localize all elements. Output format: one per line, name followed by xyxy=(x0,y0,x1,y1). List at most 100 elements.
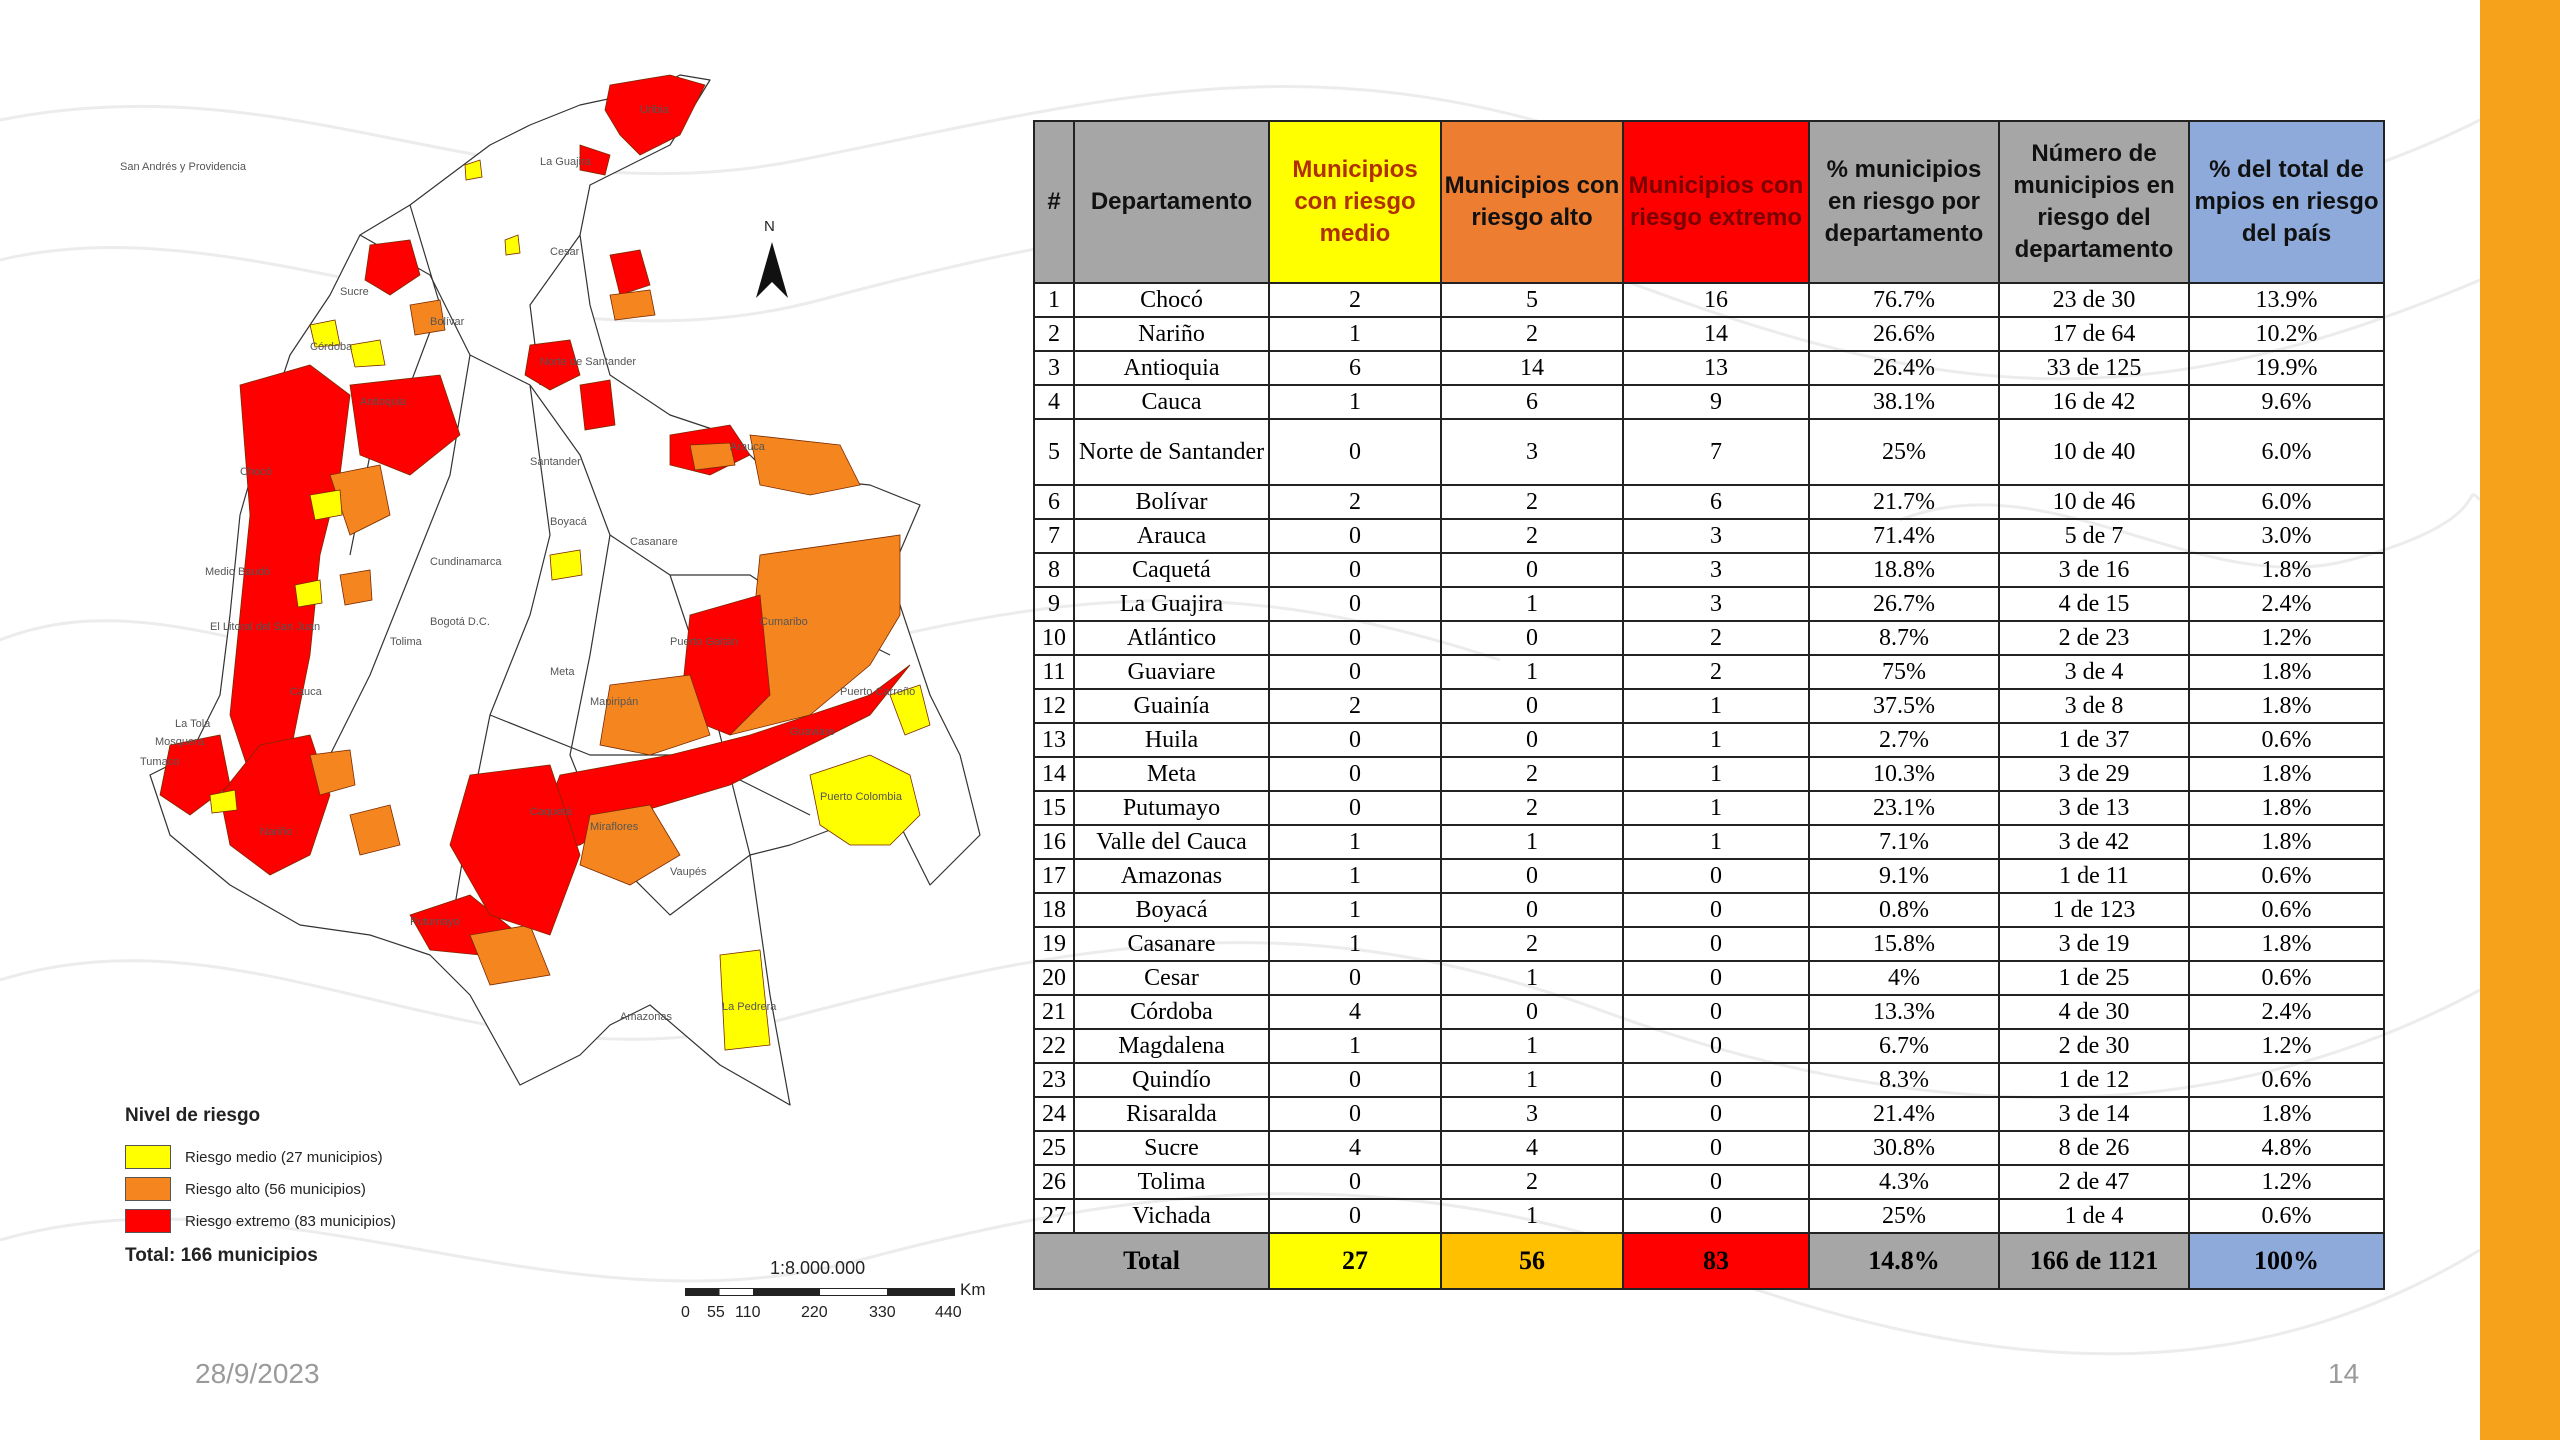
cell-pct-pais: 19.9% xyxy=(2188,350,2385,386)
cell-num-municipios: 3 de 16 xyxy=(1998,552,2190,588)
cell-num-municipios: 10 de 40 xyxy=(1998,418,2190,486)
cell-departamento: Boyacá xyxy=(1073,892,1270,928)
cell-medio: 1 xyxy=(1268,1028,1442,1064)
header-num: # xyxy=(1033,120,1075,284)
cell-alto: 0 xyxy=(1440,620,1624,656)
table-row: 4 Cauca 1 6 9 38.1% 16 de 42 9.6% xyxy=(1033,384,2385,420)
header-riesgo-extremo: Municipios con riesgo extremo xyxy=(1622,120,1810,284)
cell-num-municipios: 3 de 4 xyxy=(1998,654,2190,690)
cell-num: 23 xyxy=(1033,1062,1075,1098)
cell-pct-pais: 9.6% xyxy=(2188,384,2385,420)
cell-departamento: Bolívar xyxy=(1073,484,1270,520)
cell-num: 11 xyxy=(1033,654,1075,690)
cell-pct: 10.3% xyxy=(1808,756,2000,792)
cell-extremo: 0 xyxy=(1622,994,1810,1030)
cell-medio: 0 xyxy=(1268,552,1442,588)
map-label: Nariño xyxy=(260,826,292,838)
cell-pct-pais: 0.6% xyxy=(2188,1198,2385,1234)
cell-alto: 1 xyxy=(1440,654,1624,690)
map-label: La Tola xyxy=(175,718,211,730)
header-pct-departamento: % municipios en riesgo por departamento xyxy=(1808,120,2000,284)
cell-departamento: Risaralda xyxy=(1073,1096,1270,1132)
cell-num: 21 xyxy=(1033,994,1075,1030)
scale-ratio: 1:8.000.000 xyxy=(770,1258,866,1278)
cell-medio: 6 xyxy=(1268,350,1442,386)
table-body: 1 Chocó 2 5 16 76.7% 23 de 30 13.9% 2 Nariño 1 2 14 2… xyxy=(1033,282,2385,1234)
legend-swatch xyxy=(125,1145,171,1169)
cell-medio: 2 xyxy=(1268,484,1442,520)
region-choco-extremo xyxy=(229,364,351,776)
cell-alto: 1 xyxy=(1440,824,1624,860)
cell-pct: 38.1% xyxy=(1808,384,2000,420)
cell-pct-pais: 0.6% xyxy=(2188,1062,2385,1098)
cell-num-municipios: 3 de 13 xyxy=(1998,790,2190,826)
cell-alto: 1 xyxy=(1440,1198,1624,1234)
table-row: 13 Huila 0 0 1 2.7% 1 de 37 0.6% xyxy=(1033,722,2385,758)
cell-num-municipios: 1 de 4 xyxy=(1998,1198,2190,1234)
cell-pct: 76.7% xyxy=(1808,282,2000,318)
cell-extremo: 0 xyxy=(1622,858,1810,894)
map-label: Amazonas xyxy=(620,1011,672,1023)
map-label: Puerto Carreño xyxy=(840,686,915,698)
cell-departamento: Cesar xyxy=(1073,960,1270,996)
legend-title: Nivel de riesgo xyxy=(125,1105,261,1126)
cell-extremo: 2 xyxy=(1622,620,1810,656)
cell-pct: 26.7% xyxy=(1808,586,2000,622)
cell-num-municipios: 5 de 7 xyxy=(1998,518,2190,554)
cell-pct-pais: 3.0% xyxy=(2188,518,2385,554)
table-row: 7 Arauca 0 2 3 71.4% 5 de 7 3.0% xyxy=(1033,518,2385,554)
cell-medio: 0 xyxy=(1268,586,1442,622)
cell-num: 16 xyxy=(1033,824,1075,860)
legend-item-medio: Riesgo medio (27 municipios) xyxy=(125,1141,545,1173)
cell-num: 27 xyxy=(1033,1198,1075,1234)
cell-extremo: 0 xyxy=(1622,1164,1810,1200)
cell-departamento: Atlántico xyxy=(1073,620,1270,656)
risk-table-wrapper: # Departamento Municipios con riesgo med… xyxy=(1033,120,2385,1290)
table-row: 11 Guaviare 0 1 2 75% 3 de 4 1.8% xyxy=(1033,654,2385,690)
legend-swatch xyxy=(125,1177,171,1201)
table-row: 22 Magdalena 1 1 0 6.7% 2 de 30 1.2% xyxy=(1033,1028,2385,1064)
cell-pct-pais: 4.8% xyxy=(2188,1130,2385,1166)
legend-item-alto: Riesgo alto (56 municipios) xyxy=(125,1173,545,1205)
cell-pct-pais: 13.9% xyxy=(2188,282,2385,318)
cell-pct-pais: 1.2% xyxy=(2188,1164,2385,1200)
header-departamento: Departamento xyxy=(1073,120,1270,284)
cell-extremo: 0 xyxy=(1622,1198,1810,1234)
cell-num-municipios: 3 de 8 xyxy=(1998,688,2190,724)
cell-alto: 0 xyxy=(1440,552,1624,588)
table-row: 3 Antioquia 6 14 13 26.4% 33 de 125 19.9% xyxy=(1033,350,2385,386)
map-label: Tumaco xyxy=(140,756,179,768)
scale-unit: Km xyxy=(960,1280,986,1299)
cell-num-municipios: 17 de 64 xyxy=(1998,316,2190,352)
cell-num-municipios: 8 de 26 xyxy=(1998,1130,2190,1166)
cell-alto: 1 xyxy=(1440,960,1624,996)
cell-medio: 1 xyxy=(1268,384,1442,420)
cell-num: 9 xyxy=(1033,586,1075,622)
legend-label: Riesgo medio (27 municipios) xyxy=(185,1148,383,1166)
map-label: Cundinamarca xyxy=(430,556,502,568)
cell-pct-pais: 1.8% xyxy=(2188,1096,2385,1132)
map-label: Cesar xyxy=(550,246,580,258)
risk-map: San Andrés y Providencia La Guajira Urib… xyxy=(120,74,981,1106)
cell-medio: 1 xyxy=(1268,892,1442,928)
cell-pct-pais: 0.6% xyxy=(2188,892,2385,928)
cell-departamento: Vichada xyxy=(1073,1198,1270,1234)
cell-num: 25 xyxy=(1033,1130,1075,1166)
cell-num: 10 xyxy=(1033,620,1075,656)
total-alto: 56 xyxy=(1440,1232,1624,1290)
cell-pct-pais: 1.8% xyxy=(2188,688,2385,724)
table-row: 21 Córdoba 4 0 0 13.3% 4 de 30 2.4% xyxy=(1033,994,2385,1030)
total-medio: 27 xyxy=(1268,1232,1442,1290)
cell-pct: 23.1% xyxy=(1808,790,2000,826)
cell-alto: 0 xyxy=(1440,688,1624,724)
cell-num-municipios: 1 de 123 xyxy=(1998,892,2190,928)
scale-tick: 440 xyxy=(935,1304,962,1321)
map-label: Bolívar xyxy=(430,316,465,328)
north-arrow: N xyxy=(752,218,792,302)
table-row: 24 Risaralda 0 3 0 21.4% 3 de 14 1.8% xyxy=(1033,1096,2385,1132)
cell-departamento: Huila xyxy=(1073,722,1270,758)
table-row: 23 Quindío 0 1 0 8.3% 1 de 12 0.6% xyxy=(1033,1062,2385,1098)
map-label: Puerto Colombia xyxy=(820,791,903,803)
cell-extremo: 3 xyxy=(1622,552,1810,588)
cell-medio: 0 xyxy=(1268,1062,1442,1098)
